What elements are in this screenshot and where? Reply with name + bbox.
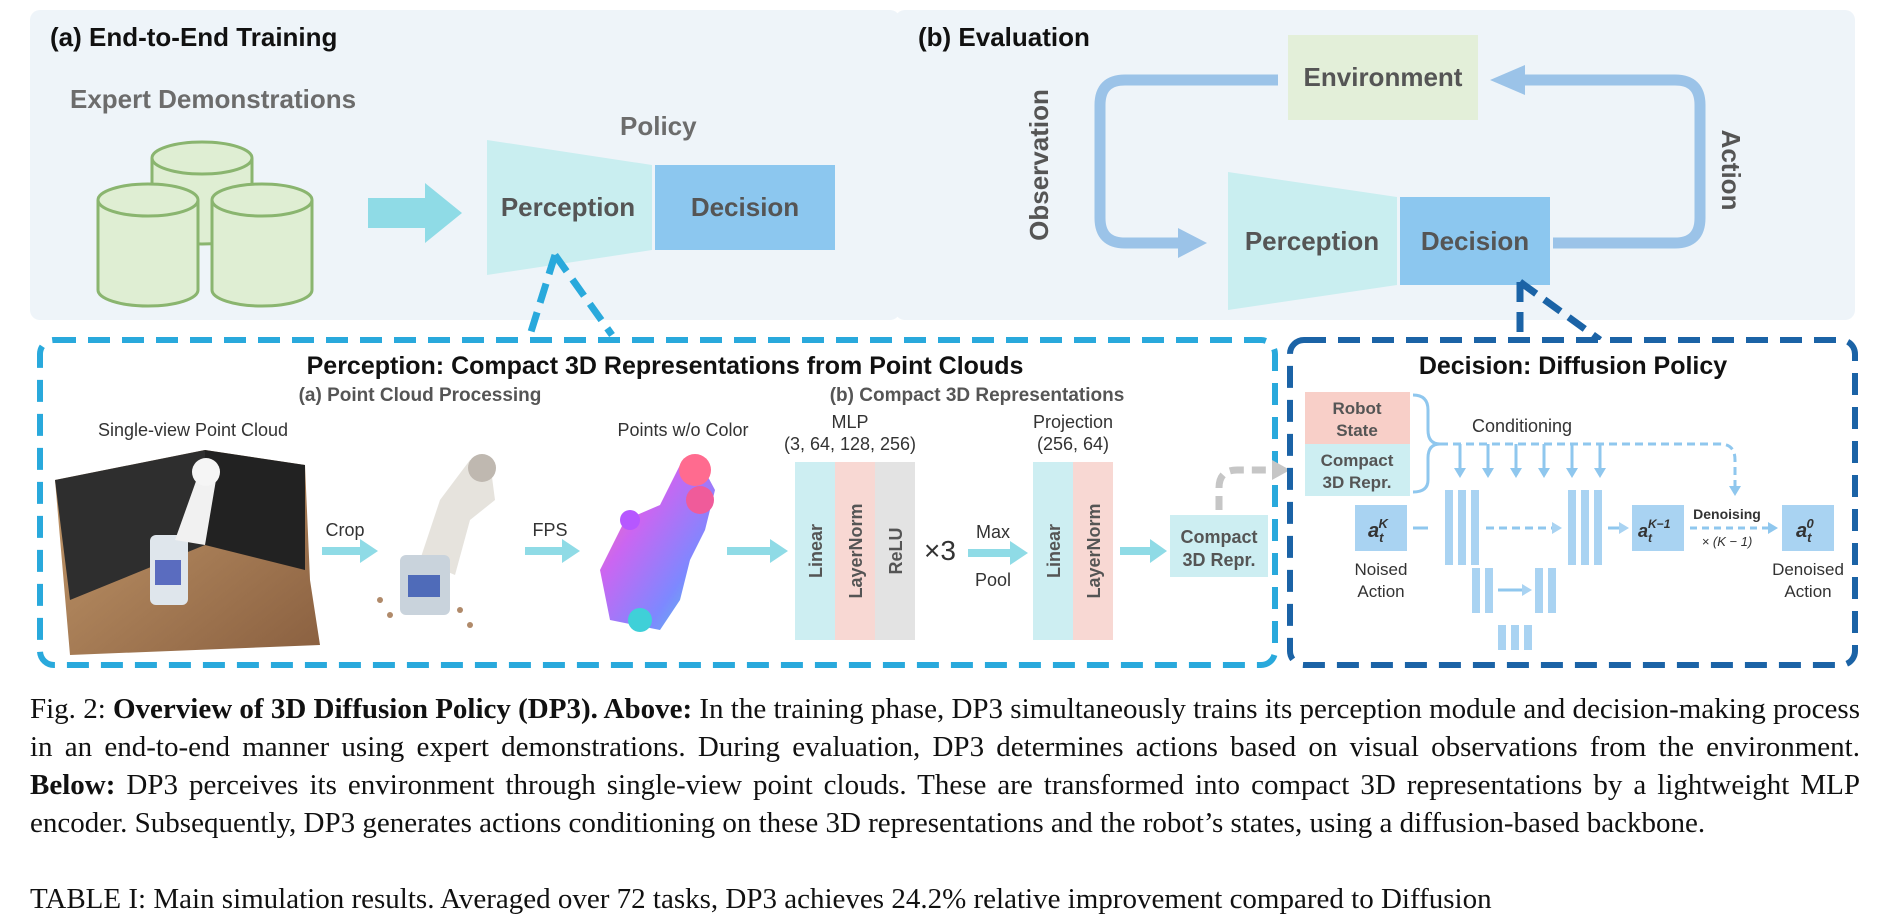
projection-linear-block [1033, 462, 1073, 640]
caption-text-1: In the training phase, DP3 simultaneousl… [30, 693, 1860, 763]
mlp-dims-label: (3, 64, 128, 256) [784, 434, 916, 454]
training-perception-block [487, 140, 652, 275]
conditioning-label: Conditioning [1472, 416, 1572, 436]
evaluation-panel: (b) Evaluation Environment Observation A… [895, 10, 1855, 320]
unet-backbone [1413, 490, 1629, 650]
layernorm-layer-block [835, 462, 875, 640]
database-icon [96, 140, 314, 308]
compact-input-label-1: Compact [1321, 451, 1394, 470]
eval-decision-block [1400, 197, 1550, 285]
compact-repr-input-block [1305, 444, 1410, 496]
training-arrow [368, 183, 462, 243]
eval-decision-label: Decision [1421, 226, 1529, 256]
fps-label: FPS [532, 520, 567, 540]
caption-fig-label: Fig. 2: [30, 693, 113, 725]
projection-layernorm-block [1073, 462, 1113, 640]
point-cloud-processing-subtitle: (a) Point Cloud Processing [299, 385, 542, 406]
noised-label-2: Action [1357, 582, 1404, 601]
mlp-label: MLP [831, 412, 868, 432]
compact-to-decision-arrow [1215, 466, 1275, 510]
intermediate-action-symbol: atK−1 [1638, 517, 1671, 545]
eval-perception-block [1228, 172, 1397, 310]
times-three-label: ×3 [924, 535, 956, 566]
times-k-label: × (K − 1) [1702, 534, 1753, 549]
perception-box-title: Perception: Compact 3D Representations f… [307, 352, 1024, 380]
eval-perception-label: Perception [1245, 226, 1379, 256]
denoised-label-1: Denoised [1772, 560, 1844, 579]
perception-detail-box: Perception: Compact 3D Representations f… [37, 337, 1290, 668]
robot-state-label-1: Robot [1332, 399, 1381, 418]
caption-below-label: Below: [30, 769, 116, 801]
robot-state-label-2: State [1336, 421, 1378, 440]
policy-label: Policy [620, 111, 697, 141]
cropped-point-cloud-image [377, 454, 496, 628]
robot-state-block [1305, 392, 1410, 444]
caption-text-2: DP3 perceives its environment through si… [30, 769, 1860, 839]
training-panel: (a) End-to-End Training Expert Demonstra… [30, 10, 900, 320]
zoom-connectors [526, 252, 1603, 343]
layernorm-label: LayerNorm [846, 503, 866, 598]
single-view-point-cloud-image [55, 450, 320, 655]
noised-label-1: Noised [1355, 560, 1408, 579]
figure-caption: Fig. 2: Overview of 3D Diffusion Policy … [30, 690, 1860, 842]
projection-label: Projection [1033, 412, 1113, 432]
crop-label: Crop [325, 520, 364, 540]
compact-3d-subtitle: (b) Compact 3D Representations [830, 385, 1125, 406]
decision-detail-box: Decision: Diffusion Policy Robot State C… [1287, 337, 1858, 668]
compact-repr-block [1170, 515, 1268, 577]
intermediate-action-block [1632, 505, 1684, 551]
evaluation-title: (b) Evaluation [918, 22, 1090, 52]
projection-dims-label: (256, 64) [1037, 434, 1109, 454]
evaluation-loop-arrows [1094, 74, 1706, 249]
noised-action-block [1355, 505, 1407, 551]
linear-layer-block [795, 462, 835, 640]
fps-arrow [525, 539, 580, 563]
training-decision-label: Decision [691, 192, 799, 222]
environment-label: Environment [1304, 62, 1463, 92]
denoised-action-symbol: at0 [1796, 516, 1814, 545]
projection-linear-label: Linear [1044, 524, 1064, 578]
observation-label: Observation [1024, 89, 1054, 241]
denoised-label-2: Action [1784, 582, 1831, 601]
crop-arrow [322, 539, 378, 563]
linear-label: Linear [806, 524, 826, 578]
conditioning-lines [1412, 393, 1737, 494]
relu-label: ReLU [886, 527, 906, 574]
training-perception-label: Perception [501, 192, 635, 222]
points-wo-color-label: Points w/o Color [617, 420, 748, 440]
table-caption-cutoff: TABLE I: Main simulation results. Averag… [30, 883, 1492, 915]
single-view-label: Single-view Point Cloud [98, 420, 288, 440]
pool-label: Pool [975, 570, 1011, 590]
projection-layernorm-label: LayerNorm [1084, 503, 1104, 598]
to-mlp-arrow [727, 539, 788, 563]
noised-action-symbol: atK [1368, 516, 1389, 545]
max-label: Max [976, 522, 1010, 542]
relu-layer-block [875, 462, 915, 640]
denoising-label: Denoising [1693, 506, 1761, 522]
max-pool-arrow [968, 541, 1028, 565]
expert-demonstrations-label: Expert Demonstrations [70, 84, 356, 114]
caption-title: Overview of 3D Diffusion Policy (DP3). A… [113, 693, 693, 725]
environment-block [1288, 35, 1478, 120]
denoised-action-block [1782, 505, 1834, 551]
training-decision-block [655, 165, 835, 250]
action-label: Action [1716, 130, 1746, 211]
training-title: (a) End-to-End Training [50, 22, 337, 52]
compact-repr-label-1: Compact [1180, 527, 1257, 547]
to-compact-arrow [1120, 539, 1167, 563]
decision-box-title: Decision: Diffusion Policy [1419, 352, 1727, 380]
compact-input-label-2: 3D Repr. [1323, 473, 1392, 492]
figure-2-diagram: (a) End-to-End Training Expert Demonstra… [30, 10, 1858, 668]
compact-repr-label-2: 3D Repr. [1182, 550, 1255, 570]
points-without-color-image [600, 454, 715, 632]
